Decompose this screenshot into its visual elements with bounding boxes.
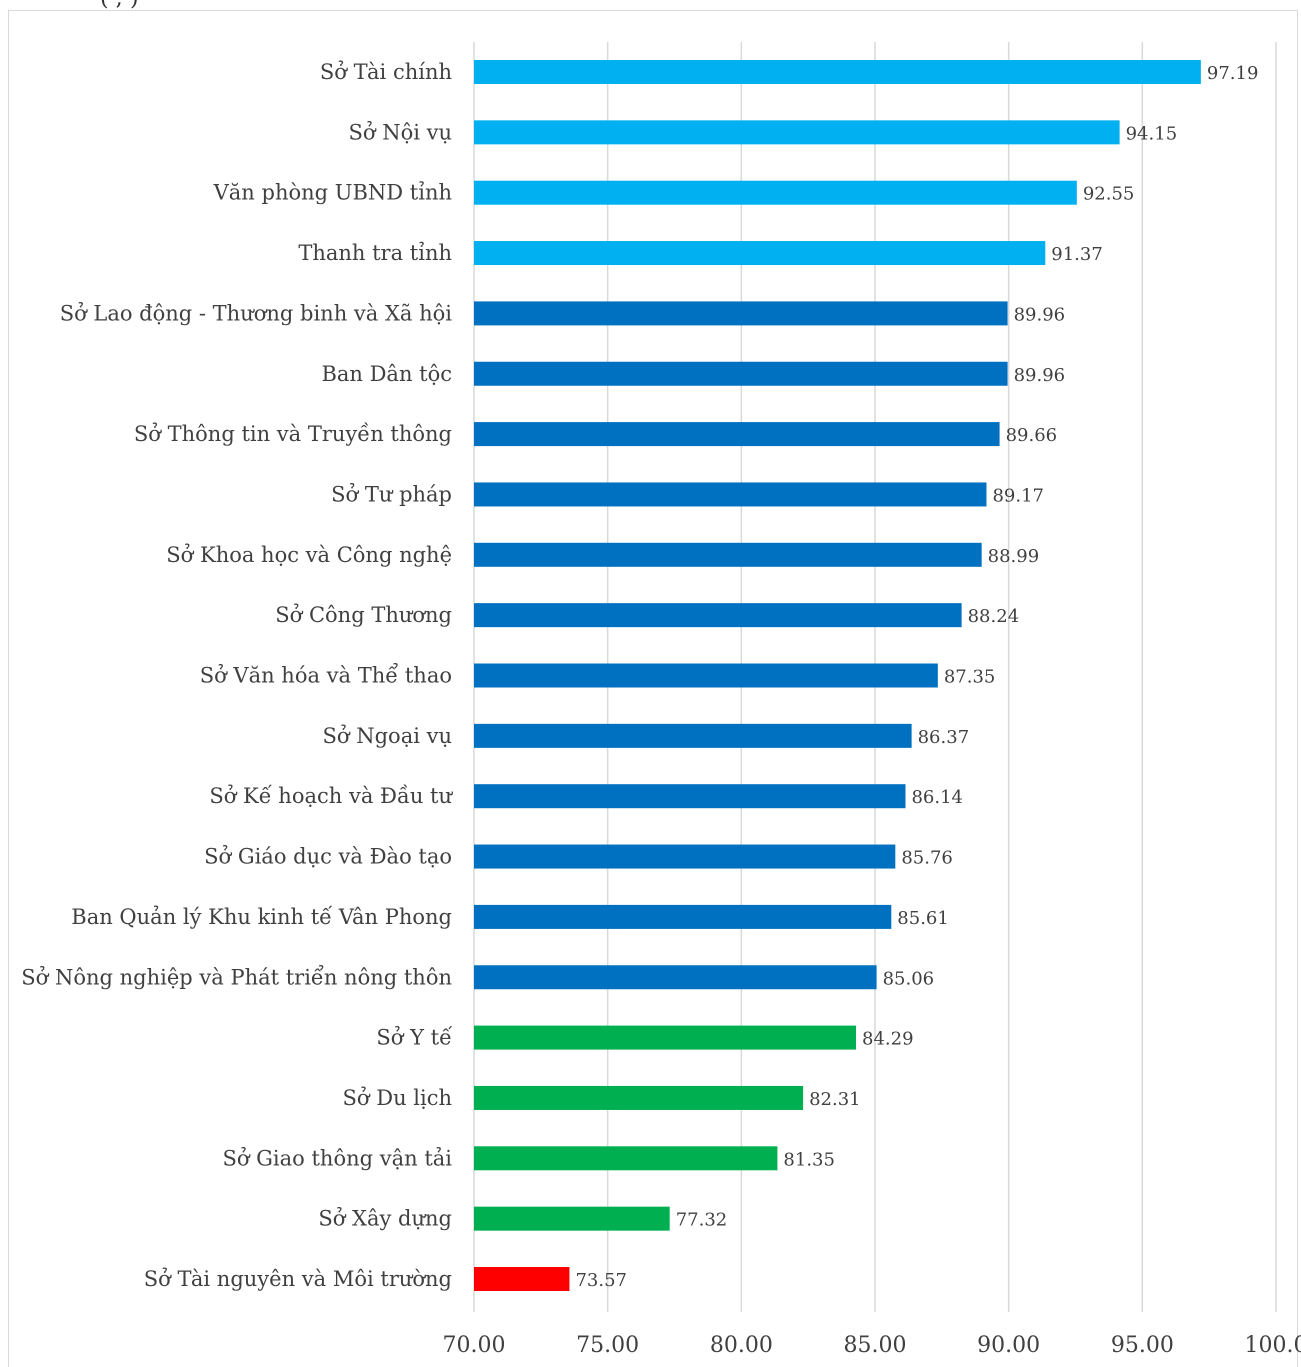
category-label: Sở Lao động - Thương binh và Xã hội (60, 301, 453, 325)
bar (474, 60, 1201, 84)
value-label: 85.06 (883, 968, 935, 989)
category-label: Sở Thông tin và Truyền thông (134, 422, 452, 446)
value-label: 89.96 (1014, 304, 1066, 325)
value-label: 85.61 (897, 908, 949, 929)
value-labels: 97.19 94.15 92.55 91.37 89.96 89.96 89.66 89.17… (575, 63, 1258, 1291)
value-label: 89.66 (1006, 425, 1058, 446)
category-label: Sở Công Thương (275, 603, 452, 627)
value-label: 77.32 (676, 1210, 728, 1231)
value-label: 87.35 (944, 667, 996, 688)
value-label: 73.57 (575, 1270, 627, 1291)
category-label: Sở Khoa học và Công nghệ (166, 543, 452, 567)
category-label: Sở Văn hóa và Thể thao (200, 664, 452, 688)
value-label: 82.31 (809, 1089, 861, 1110)
value-label: 91.37 (1051, 244, 1103, 265)
bar (474, 965, 877, 990)
category-label: Ban Dân tộc (321, 362, 452, 386)
bars (474, 60, 1201, 1291)
bar (474, 723, 912, 748)
category-label: Sở Ngoại vụ (323, 724, 452, 748)
x-tick-label: 70.00 (443, 1333, 506, 1358)
bar (474, 904, 892, 929)
value-label: 88.99 (988, 546, 1040, 567)
bar (474, 301, 1008, 326)
x-tick-label: 85.00 (844, 1333, 907, 1358)
category-label: Sở Du lịch (343, 1086, 452, 1110)
value-label: 88.24 (968, 606, 1020, 627)
value-label: 84.29 (862, 1029, 914, 1050)
bar (474, 1206, 670, 1231)
x-tick-label: 90.00 (977, 1333, 1040, 1358)
x-tick-label: 80.00 (710, 1333, 773, 1358)
category-label: Sở Tài nguyên và Môi trường (144, 1267, 452, 1291)
bar (474, 180, 1077, 205)
category-label: Sở Giáo dục và Đào tạo (204, 845, 452, 869)
category-label: Sở Nội vụ (348, 120, 452, 144)
x-axis-ticks: 70.00 75.00 80.00 85.00 90.00 95.00 100.0 (443, 1333, 1301, 1358)
bar (474, 422, 1000, 447)
value-label: 86.14 (911, 787, 963, 808)
bar (474, 542, 982, 567)
category-label: Sở Xây dựng (318, 1207, 452, 1231)
value-label: 97.19 (1207, 63, 1259, 84)
x-tick-label: 75.00 (576, 1333, 639, 1358)
category-label: Sở Giao thông vận tải (222, 1146, 452, 1170)
value-label: 81.35 (783, 1149, 835, 1170)
category-label: Văn phòng UBND tỉnh (213, 181, 452, 205)
value-label: 85.76 (901, 848, 953, 869)
bar (474, 663, 938, 688)
chart-frame (8, 10, 1298, 1367)
value-label: 86.37 (918, 727, 970, 748)
bar (474, 482, 987, 507)
bar (474, 361, 1008, 386)
category-label: Sở Y tế (376, 1026, 453, 1050)
category-labels: Sở Tài chính Sở Nội vụ Văn phòng UBND tỉnh… (21, 60, 453, 1291)
value-label: 89.17 (992, 485, 1044, 506)
bar (474, 1085, 804, 1110)
category-label: Ban Quản lý Khu kinh tế Vân Phong (71, 905, 452, 929)
bar (474, 603, 962, 628)
x-tick-label: 100.0 (1245, 1333, 1301, 1358)
bar (474, 241, 1046, 266)
category-label: Thanh tra tỉnh (298, 241, 452, 265)
x-tick-label: 95.00 (1111, 1333, 1174, 1358)
bar (474, 120, 1120, 145)
value-label: 94.15 (1126, 123, 1178, 144)
value-label: 92.55 (1083, 184, 1135, 205)
bar (474, 844, 896, 869)
value-label: 89.96 (1014, 365, 1066, 386)
bar (474, 784, 906, 809)
bar (474, 1146, 778, 1171)
bar (474, 1267, 570, 1291)
category-label: Sở Tài chính (320, 60, 452, 84)
category-label: Sở Nông nghiệp và Phát triển nông thôn (21, 965, 452, 989)
category-label: Sở Tư pháp (331, 482, 452, 506)
bar (474, 1025, 857, 1050)
category-label: Sở Kế hoạch và Đầu tư (209, 784, 453, 808)
cropped-top-text: ( ; ) (100, 0, 139, 11)
